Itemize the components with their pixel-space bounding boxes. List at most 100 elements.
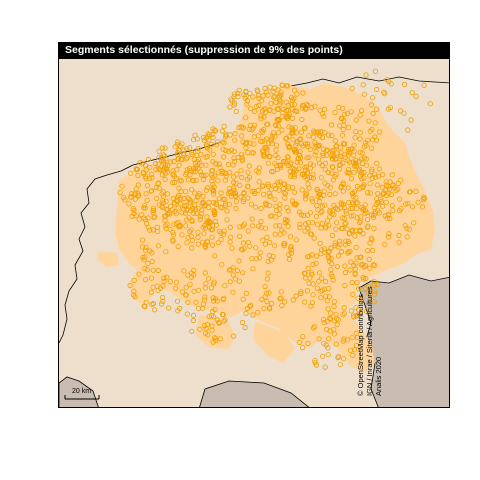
map-point	[244, 176, 251, 182]
map-point	[290, 169, 297, 175]
map-point	[275, 130, 282, 136]
map-point	[359, 108, 365, 114]
map-point	[136, 216, 142, 222]
map-point	[330, 277, 336, 283]
map-point	[284, 217, 290, 223]
map-point	[194, 210, 200, 216]
map-point	[155, 180, 162, 186]
map-point	[421, 194, 427, 200]
map-point	[357, 112, 363, 118]
map-point	[370, 262, 376, 268]
map-point	[258, 218, 264, 225]
map-point	[204, 214, 210, 220]
map-point	[322, 160, 329, 167]
map-point	[259, 148, 266, 154]
map-point	[297, 209, 303, 215]
map-point	[265, 183, 272, 189]
map-point	[359, 261, 366, 267]
map-point	[297, 152, 303, 159]
map-point	[361, 91, 367, 97]
map-point	[131, 277, 137, 283]
map-point	[250, 266, 256, 272]
map-point	[345, 152, 352, 158]
map-point	[265, 140, 272, 146]
map-point	[201, 137, 207, 144]
map-point	[364, 217, 371, 223]
map-point	[197, 214, 203, 220]
map-point	[305, 340, 311, 346]
map-point	[291, 95, 297, 102]
map-point	[265, 160, 271, 166]
map-point	[164, 169, 170, 175]
map-point	[215, 170, 221, 176]
map-point	[408, 117, 414, 123]
map-point	[231, 100, 237, 106]
map-point	[171, 221, 177, 227]
map-point	[361, 175, 367, 181]
map-point	[299, 116, 305, 123]
map-point	[263, 225, 269, 231]
map-point	[245, 183, 251, 189]
map-point	[334, 321, 340, 328]
map-point	[280, 106, 286, 112]
map-point	[297, 339, 303, 346]
map-point	[362, 202, 368, 208]
map-point	[209, 141, 215, 147]
map-point	[279, 127, 285, 133]
map-point	[302, 125, 308, 131]
map-point	[205, 185, 211, 191]
map-point	[230, 265, 236, 271]
map-point	[335, 253, 342, 259]
map-point	[332, 191, 338, 197]
map-point	[379, 203, 386, 209]
map-point	[310, 325, 316, 331]
map-point	[277, 206, 283, 212]
map-point	[224, 217, 230, 223]
map-point	[346, 240, 352, 246]
map-point	[353, 200, 359, 206]
map-point	[221, 140, 227, 146]
map-point	[291, 101, 298, 108]
map-point	[367, 190, 373, 196]
map-point	[353, 330, 359, 336]
map-point	[374, 160, 380, 167]
map-point	[293, 293, 299, 299]
map-point	[210, 135, 216, 141]
map-point	[272, 160, 278, 166]
map-point	[198, 151, 204, 158]
map-point	[386, 231, 392, 237]
map-point	[302, 173, 308, 180]
map-point	[216, 196, 222, 202]
map-point	[217, 336, 223, 342]
map-point	[243, 290, 249, 296]
map-point	[210, 151, 216, 157]
map-point	[328, 122, 335, 128]
map-point	[292, 125, 298, 131]
map-point	[351, 142, 357, 148]
map-point	[200, 301, 206, 307]
map-point	[323, 293, 329, 299]
map-point	[141, 203, 148, 209]
map-point	[307, 210, 313, 216]
map-point	[349, 279, 355, 286]
map-point	[374, 86, 380, 93]
map-point	[263, 89, 269, 95]
map-point	[269, 213, 275, 219]
map-point	[307, 231, 314, 237]
map-point	[141, 257, 147, 263]
map-point	[195, 145, 201, 152]
map-point	[126, 201, 132, 207]
map-point	[372, 120, 378, 126]
map-point	[173, 279, 180, 285]
map-point	[159, 172, 166, 178]
map-point	[350, 194, 356, 200]
map-point	[327, 214, 333, 220]
map-point	[162, 165, 168, 171]
map-point	[360, 206, 367, 212]
map-point	[205, 219, 211, 225]
map-point	[321, 319, 327, 326]
map-point	[155, 243, 161, 249]
map-point	[291, 147, 297, 153]
map-point	[349, 335, 355, 341]
map-point	[219, 128, 225, 134]
